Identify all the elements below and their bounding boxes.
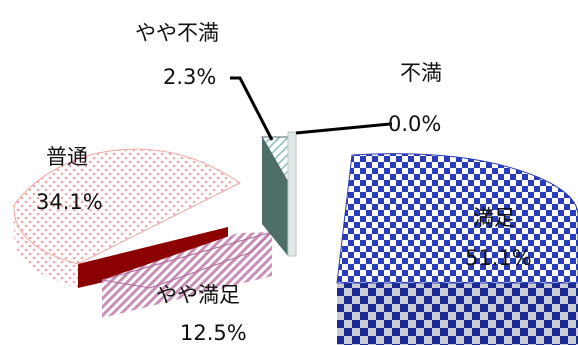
label-yaya-fuman-value: 2.3% [163,65,216,89]
label-yaya-manzoku-name: やや満足 [156,283,240,307]
slice-futsuu-side [13,205,78,288]
leader-yaya-fuman [230,76,274,141]
slice-manzoku-top [336,153,578,284]
label-futsuu-name: 普通 [46,145,88,169]
label-yaya-manzoku-value: 12.5% [180,321,247,345]
slice-yaya-manzoku [101,230,274,318]
slice-futsuu-top [13,148,241,265]
label-fuman-name: 不満 [400,61,442,85]
slice-manzoku [336,153,578,345]
label-manzoku-value: 51.1% [465,246,532,270]
slice-manzoku-side [337,283,578,345]
leader-fuman [295,122,392,135]
slice-yaya-fuman-side [262,137,288,256]
slice-yaya-manzoku-top [101,230,274,289]
slice-futsuu-side-dark [78,227,228,288]
slice-fuman [287,131,297,257]
label-manzoku-name: 満足 [473,206,515,230]
label-futsuu-value: 34.1% [36,190,103,214]
label-fuman-value: 0.0% [388,112,441,136]
label-yaya-fuman-name: やや不満 [135,21,219,45]
slice-futsuu [13,148,241,288]
